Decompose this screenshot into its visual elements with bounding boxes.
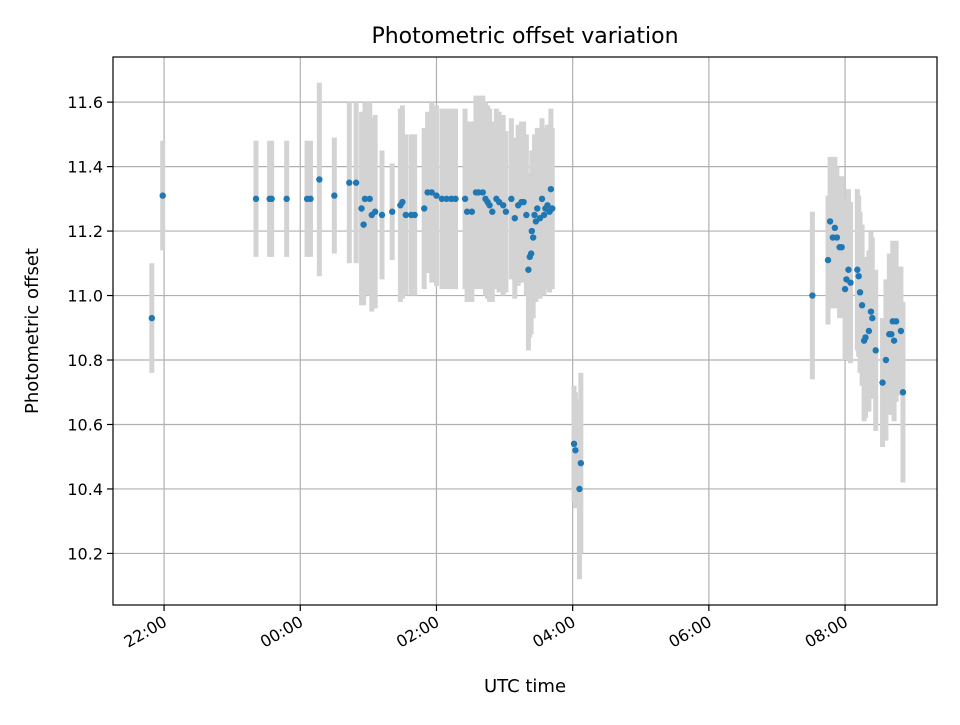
y-tick-label: 11.4 [67, 158, 103, 177]
data-point [366, 195, 373, 203]
data-point [544, 202, 551, 209]
data-point [867, 308, 875, 315]
data-point [572, 447, 579, 454]
data-point [378, 211, 386, 219]
data-point [809, 292, 816, 299]
data-point [433, 192, 440, 199]
data-point [489, 208, 496, 215]
data-point [547, 185, 555, 193]
data-point [148, 314, 156, 322]
data-point [361, 195, 369, 203]
data-point [443, 195, 450, 203]
data-point [534, 205, 541, 212]
data-point [899, 389, 907, 396]
data-point [528, 227, 536, 235]
data-point [529, 234, 537, 241]
data-point [520, 198, 527, 206]
data-point [452, 195, 459, 203]
data-point [538, 195, 546, 203]
data-point [402, 211, 410, 219]
data-point [833, 234, 841, 241]
data-point [856, 289, 864, 296]
data-point [855, 273, 862, 280]
y-tick-label: 10.4 [67, 480, 103, 499]
axes-frame [112, 56, 938, 606]
data-point [858, 302, 866, 309]
data-point [862, 334, 869, 341]
data-point [897, 327, 905, 335]
data-point [826, 218, 834, 225]
data-point [570, 440, 578, 448]
data-point [525, 266, 532, 273]
data-point [500, 202, 507, 209]
data-point [540, 211, 548, 219]
data-point [523, 211, 530, 219]
data-point [577, 459, 585, 467]
point-layer [148, 176, 907, 493]
data-point [331, 192, 338, 199]
data-point [531, 211, 538, 219]
y-tick-label: 11.0 [67, 287, 103, 306]
data-point [890, 337, 898, 344]
data-point [841, 285, 849, 293]
data-point [502, 208, 510, 215]
data-point [399, 198, 406, 206]
data-point [252, 195, 260, 203]
y-tick-label: 11.2 [67, 222, 103, 241]
data-point [283, 195, 290, 203]
data-point [371, 208, 379, 215]
data-point [508, 195, 515, 203]
data-point [549, 205, 556, 212]
data-point [847, 279, 854, 286]
data-point [865, 327, 873, 335]
data-point [845, 266, 852, 273]
data-point [888, 331, 895, 338]
data-point [869, 314, 876, 322]
y-tick-label: 11.6 [67, 93, 103, 112]
data-point [882, 356, 890, 364]
data-point [468, 208, 476, 215]
data-point [892, 318, 900, 325]
data-point [511, 214, 518, 222]
data-point [831, 224, 839, 232]
data-point [389, 208, 396, 215]
data-point [316, 176, 323, 183]
data-point [854, 266, 861, 273]
data-point [479, 189, 486, 196]
y-axis-ticks: 10.2 10.4 10.6 10.8 11.0 11.2 11.4 11.6 [67, 93, 113, 563]
y-tick-label: 10.8 [67, 351, 103, 370]
x-axis-label: UTC time [484, 676, 566, 697]
data-point [346, 179, 353, 186]
chart-title: Photometric offset variation [371, 24, 678, 49]
data-point [872, 347, 879, 354]
data-point [358, 205, 365, 212]
data-point [463, 208, 471, 215]
data-point [576, 485, 583, 493]
data-point [461, 195, 469, 203]
data-point [438, 195, 446, 203]
data-point [352, 179, 360, 186]
data-point [307, 195, 314, 203]
data-point [360, 221, 367, 228]
data-point [824, 256, 832, 264]
data-point [428, 189, 435, 196]
data-point [421, 205, 428, 212]
y-tick-label: 10.6 [67, 415, 103, 434]
data-point [838, 243, 845, 251]
data-point [411, 211, 418, 219]
data-point [268, 195, 275, 203]
data-point [486, 202, 493, 209]
data-point [159, 192, 166, 199]
y-tick-label: 10.2 [67, 544, 103, 563]
y-axis-label: Photometric offset [22, 248, 43, 414]
data-point [879, 379, 886, 386]
data-point [527, 250, 535, 257]
